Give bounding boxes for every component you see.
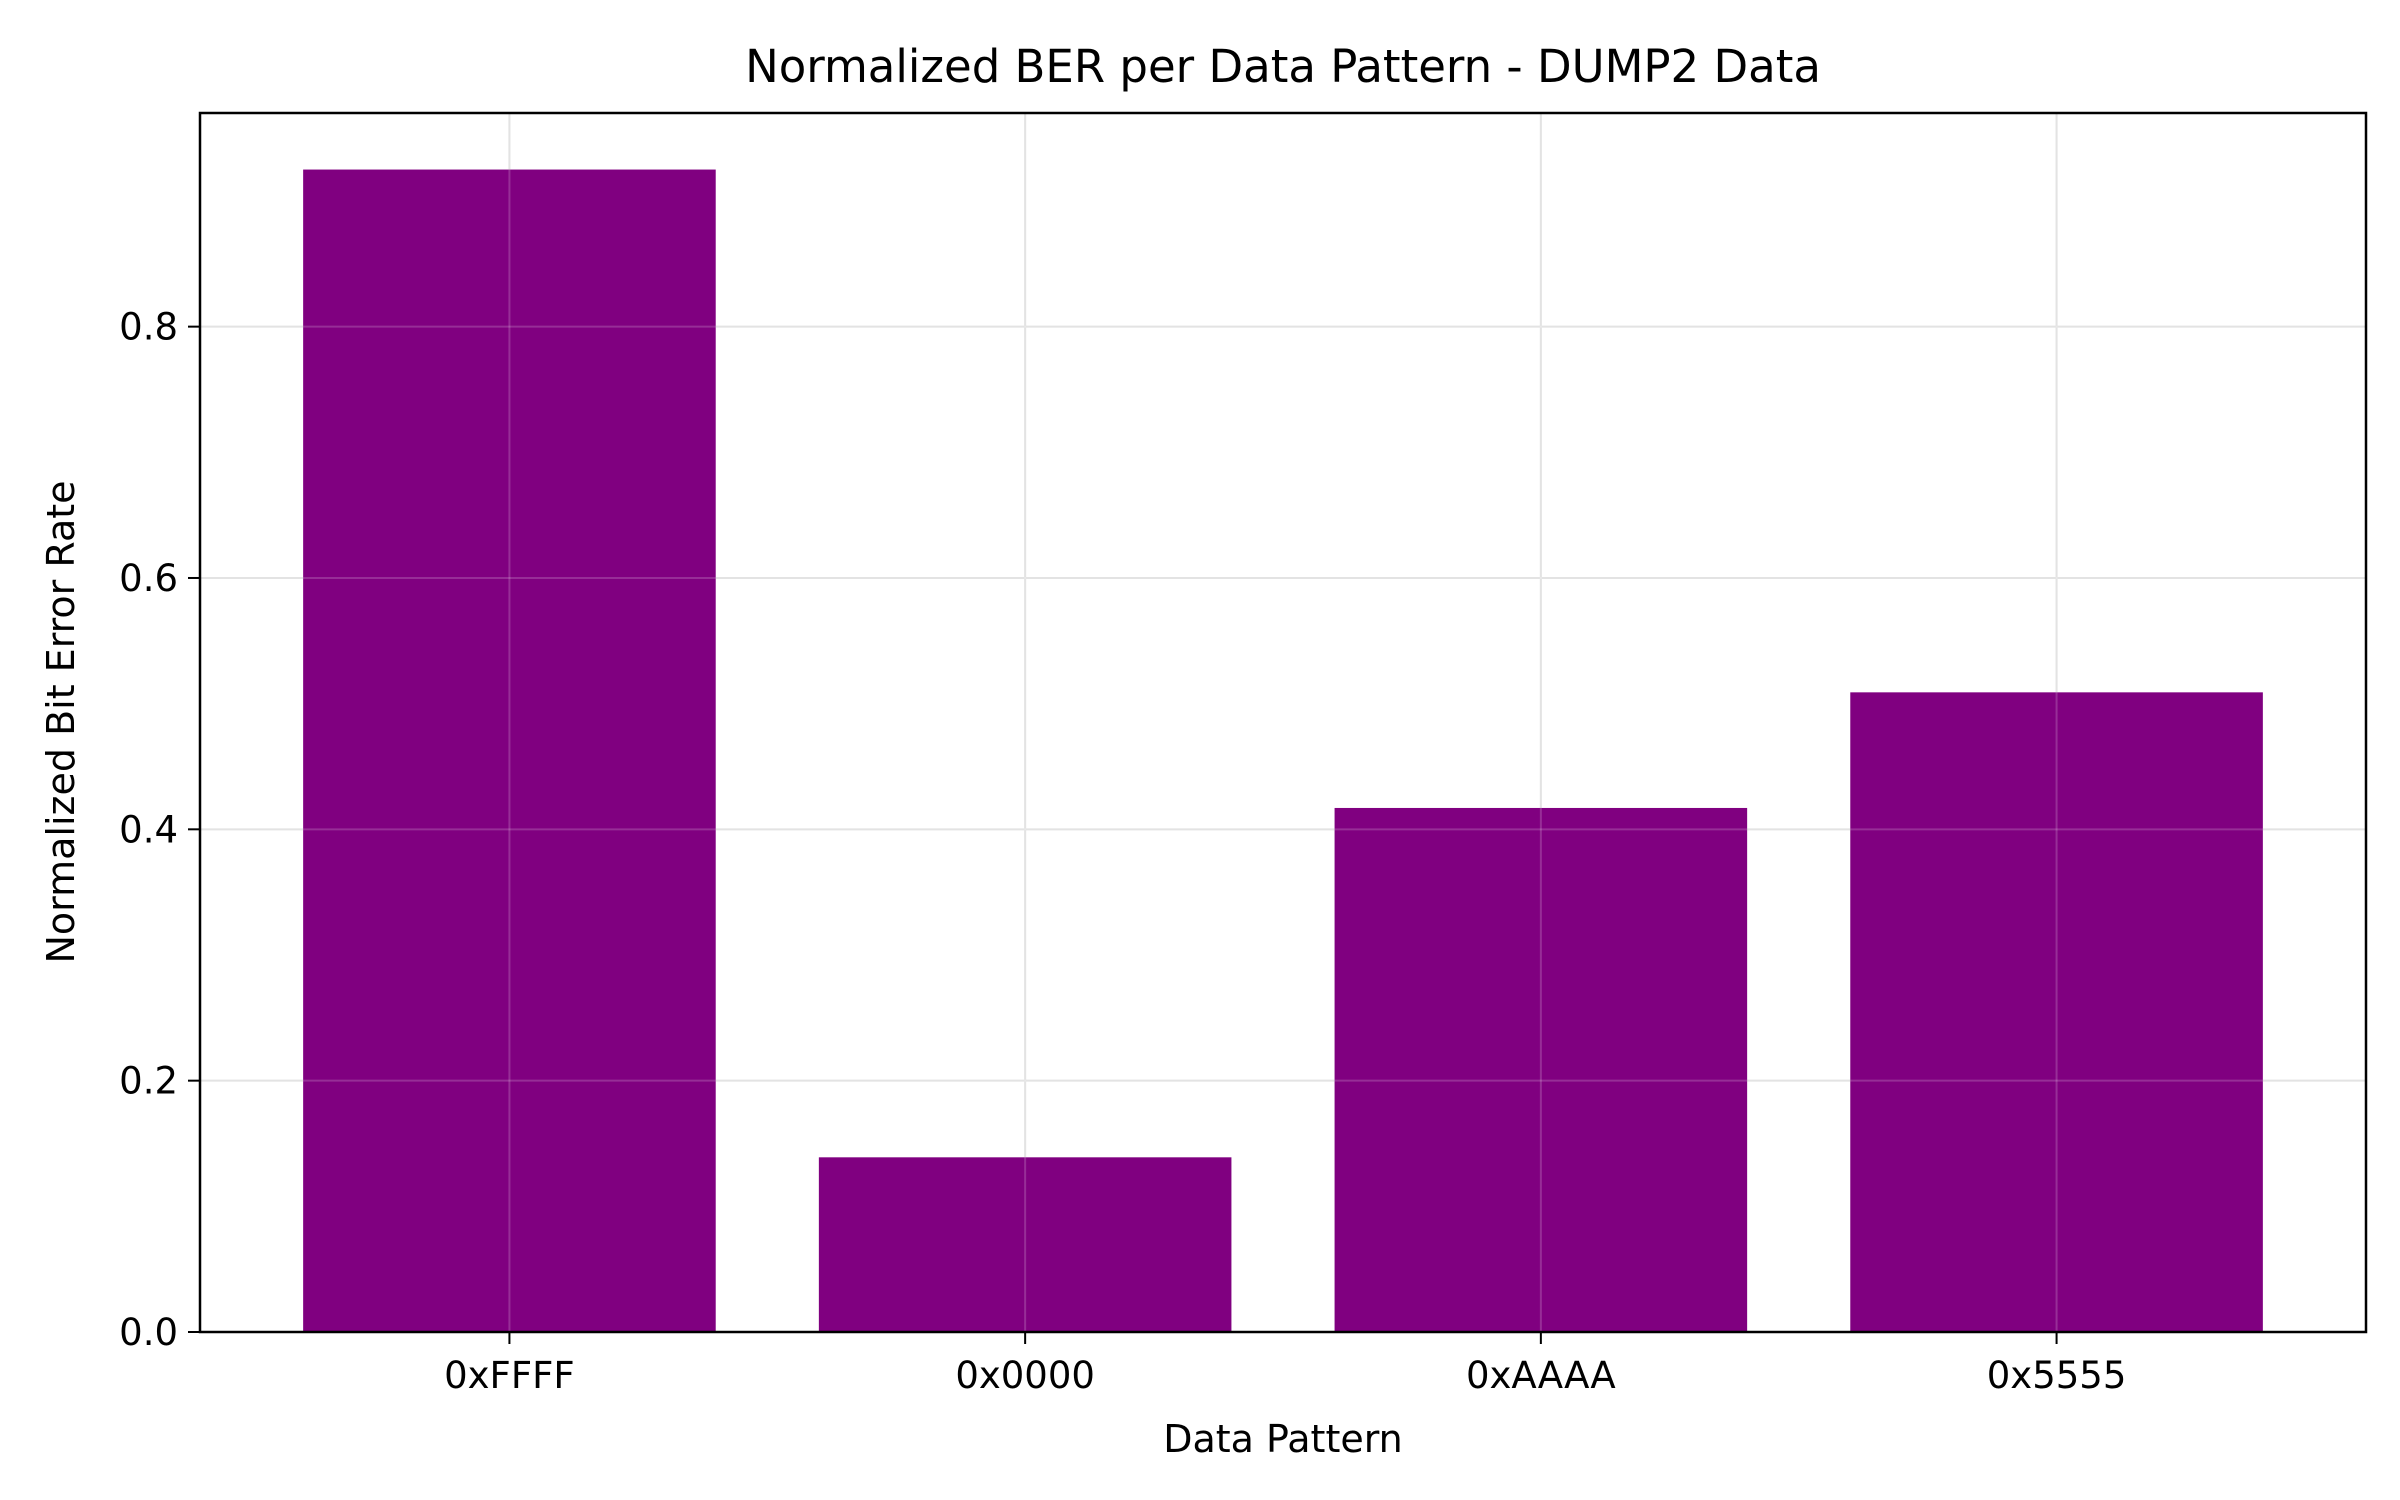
bars-layer xyxy=(303,169,2263,1333)
y-tick-label: 0.2 xyxy=(119,1060,178,1103)
y-tick-label: 0.0 xyxy=(119,1311,178,1354)
grid-overlay-layer xyxy=(200,113,2366,1332)
chart-title: Normalized BER per Data Pattern - DUMP2 … xyxy=(745,40,1821,93)
y-tick-label: 0.6 xyxy=(119,557,178,600)
x-tick-label: 0xFFFF xyxy=(444,1354,575,1397)
x-tick-label: 0xAAAA xyxy=(1466,1354,1616,1397)
x-tick-label: 0x0000 xyxy=(955,1354,1095,1397)
axes-layer xyxy=(198,111,2368,1334)
bar-0xaaaa xyxy=(1334,807,1748,1332)
bar-0x0000 xyxy=(818,1157,1232,1332)
bar-0x5555 xyxy=(1850,692,2263,1332)
y-tick-label: 0.8 xyxy=(119,306,178,349)
x-tick-label: 0x5555 xyxy=(1987,1354,2127,1397)
ticks-layer: 0.0 0.2 0.4 0.6 0.8 0xFFFF 0x0000 0xAAAA 0x5555 xyxy=(119,306,2126,1397)
plot-frame xyxy=(198,111,2368,1334)
y-tick-label: 0.4 xyxy=(119,808,178,851)
x-axis-label: Data Pattern xyxy=(1163,1417,1403,1461)
y-axis-label: Normalized Bit Error Rate xyxy=(39,480,83,963)
bar-0xffff xyxy=(303,169,716,1333)
